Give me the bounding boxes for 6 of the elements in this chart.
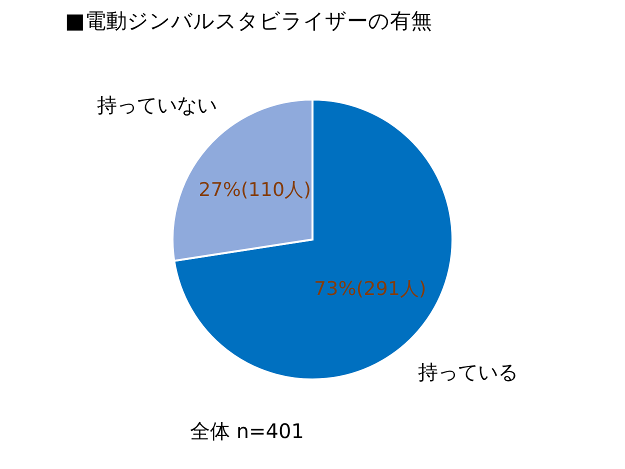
chart-title: ■電動ジンバルスタビライザーの有無 [65, 9, 432, 33]
slice-label: 持っていない [96, 93, 217, 118]
text: 全体 n=401 [190, 419, 304, 443]
data-label: 27%(110人) [198, 179, 311, 202]
data-label: 73%(291人) [314, 278, 426, 300]
slice-label: 持っている [418, 360, 518, 384]
